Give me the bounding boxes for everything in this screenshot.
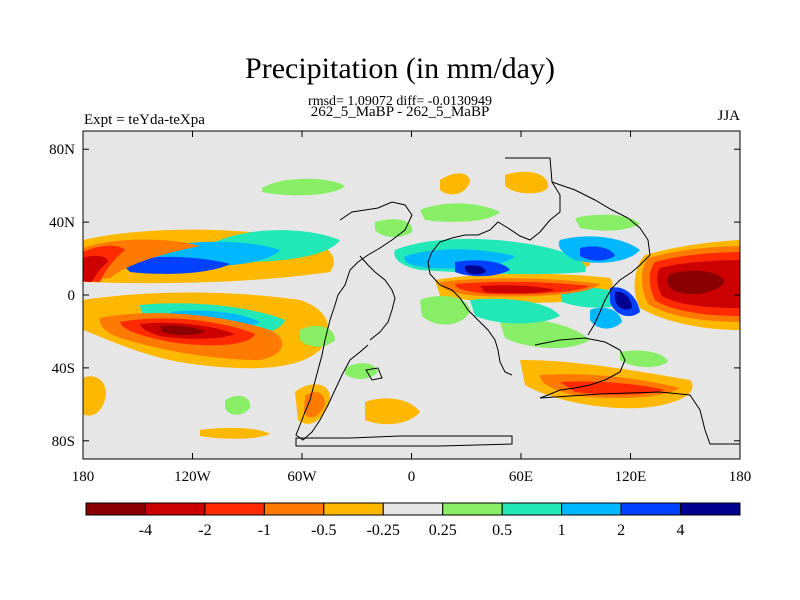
outline-americas-east [359, 255, 396, 341]
x-tick-label: 60E [509, 469, 533, 485]
colorbar-label: -2 [198, 522, 211, 539]
y-tick-label: 80S [52, 434, 75, 450]
colorbar-label: -4 [139, 522, 152, 539]
outline-australia [534, 337, 626, 399]
colorbar-box [561, 502, 622, 516]
colorbar-labels: -4 -2 -1 -0.5 -0.25 0.25 0.5 1 2 4 [139, 522, 685, 539]
x-tick-label: 180 [729, 469, 752, 485]
x-tick-label: 0 [408, 469, 416, 485]
colorbar-label: -0.5 [311, 522, 336, 539]
colorbar-box [382, 502, 444, 516]
colorbar-box [263, 502, 325, 516]
colorbar-label: 0.25 [429, 522, 457, 539]
anomaly-band-navy [465, 265, 632, 310]
y-tick-label: 0 [68, 288, 76, 304]
colorbar-boxes [85, 502, 741, 516]
colorbar-label: -0.25 [367, 522, 400, 539]
y-tick-label: 40S [52, 361, 75, 377]
outline-south-continent [295, 435, 513, 447]
outline-small-island [365, 367, 383, 381]
colorbar-box [442, 502, 503, 516]
colorbar-box [501, 502, 563, 516]
outline-asia-east [551, 181, 651, 336]
colorbar-box [144, 502, 206, 516]
colorbar-box [620, 502, 682, 516]
anomaly-band-green [225, 178, 668, 415]
colorbar-label: 2 [617, 522, 625, 539]
colorbar-box [680, 502, 741, 516]
colorbar-box [85, 502, 146, 516]
precipitation-field [83, 171, 740, 439]
x-tick-label: 60W [287, 469, 317, 485]
experiment-label: Expt = teYda-teXpa [84, 112, 205, 128]
stats-line: rmsd= 1.09072 diff= -0.0130949 [308, 94, 492, 109]
season-label: JJA [717, 108, 740, 124]
x-axis: 180 120W 60W 0 60E 120E 180 [72, 131, 752, 485]
colorbar-label: -1 [258, 522, 271, 539]
y-tick-label: 80N [49, 142, 75, 158]
colorbar-label: 4 [677, 522, 685, 539]
colorbar-label: 1 [558, 522, 566, 539]
x-tick-label: 180 [72, 469, 95, 485]
outline-south-east [539, 391, 740, 445]
x-tick-label: 120W [174, 469, 212, 485]
colorbar-box [204, 502, 265, 516]
x-tick-label: 120E [615, 469, 647, 485]
outline-americas-west [295, 201, 413, 441]
colorbar-box [323, 502, 384, 516]
anomaly-band-maroon [160, 270, 725, 335]
chart-subtitle: 262_5_MaBP - 262_5_MaBP [310, 104, 490, 120]
colorbar-label: 0.5 [492, 522, 512, 539]
y-tick-label: 40N [49, 215, 75, 231]
y-axis: 80N 40N 0 40S 80S [49, 142, 740, 450]
continent-outlines [295, 157, 740, 447]
outline-eurasia [427, 157, 561, 376]
chart-title: Precipitation (in mm/day) [245, 52, 555, 85]
